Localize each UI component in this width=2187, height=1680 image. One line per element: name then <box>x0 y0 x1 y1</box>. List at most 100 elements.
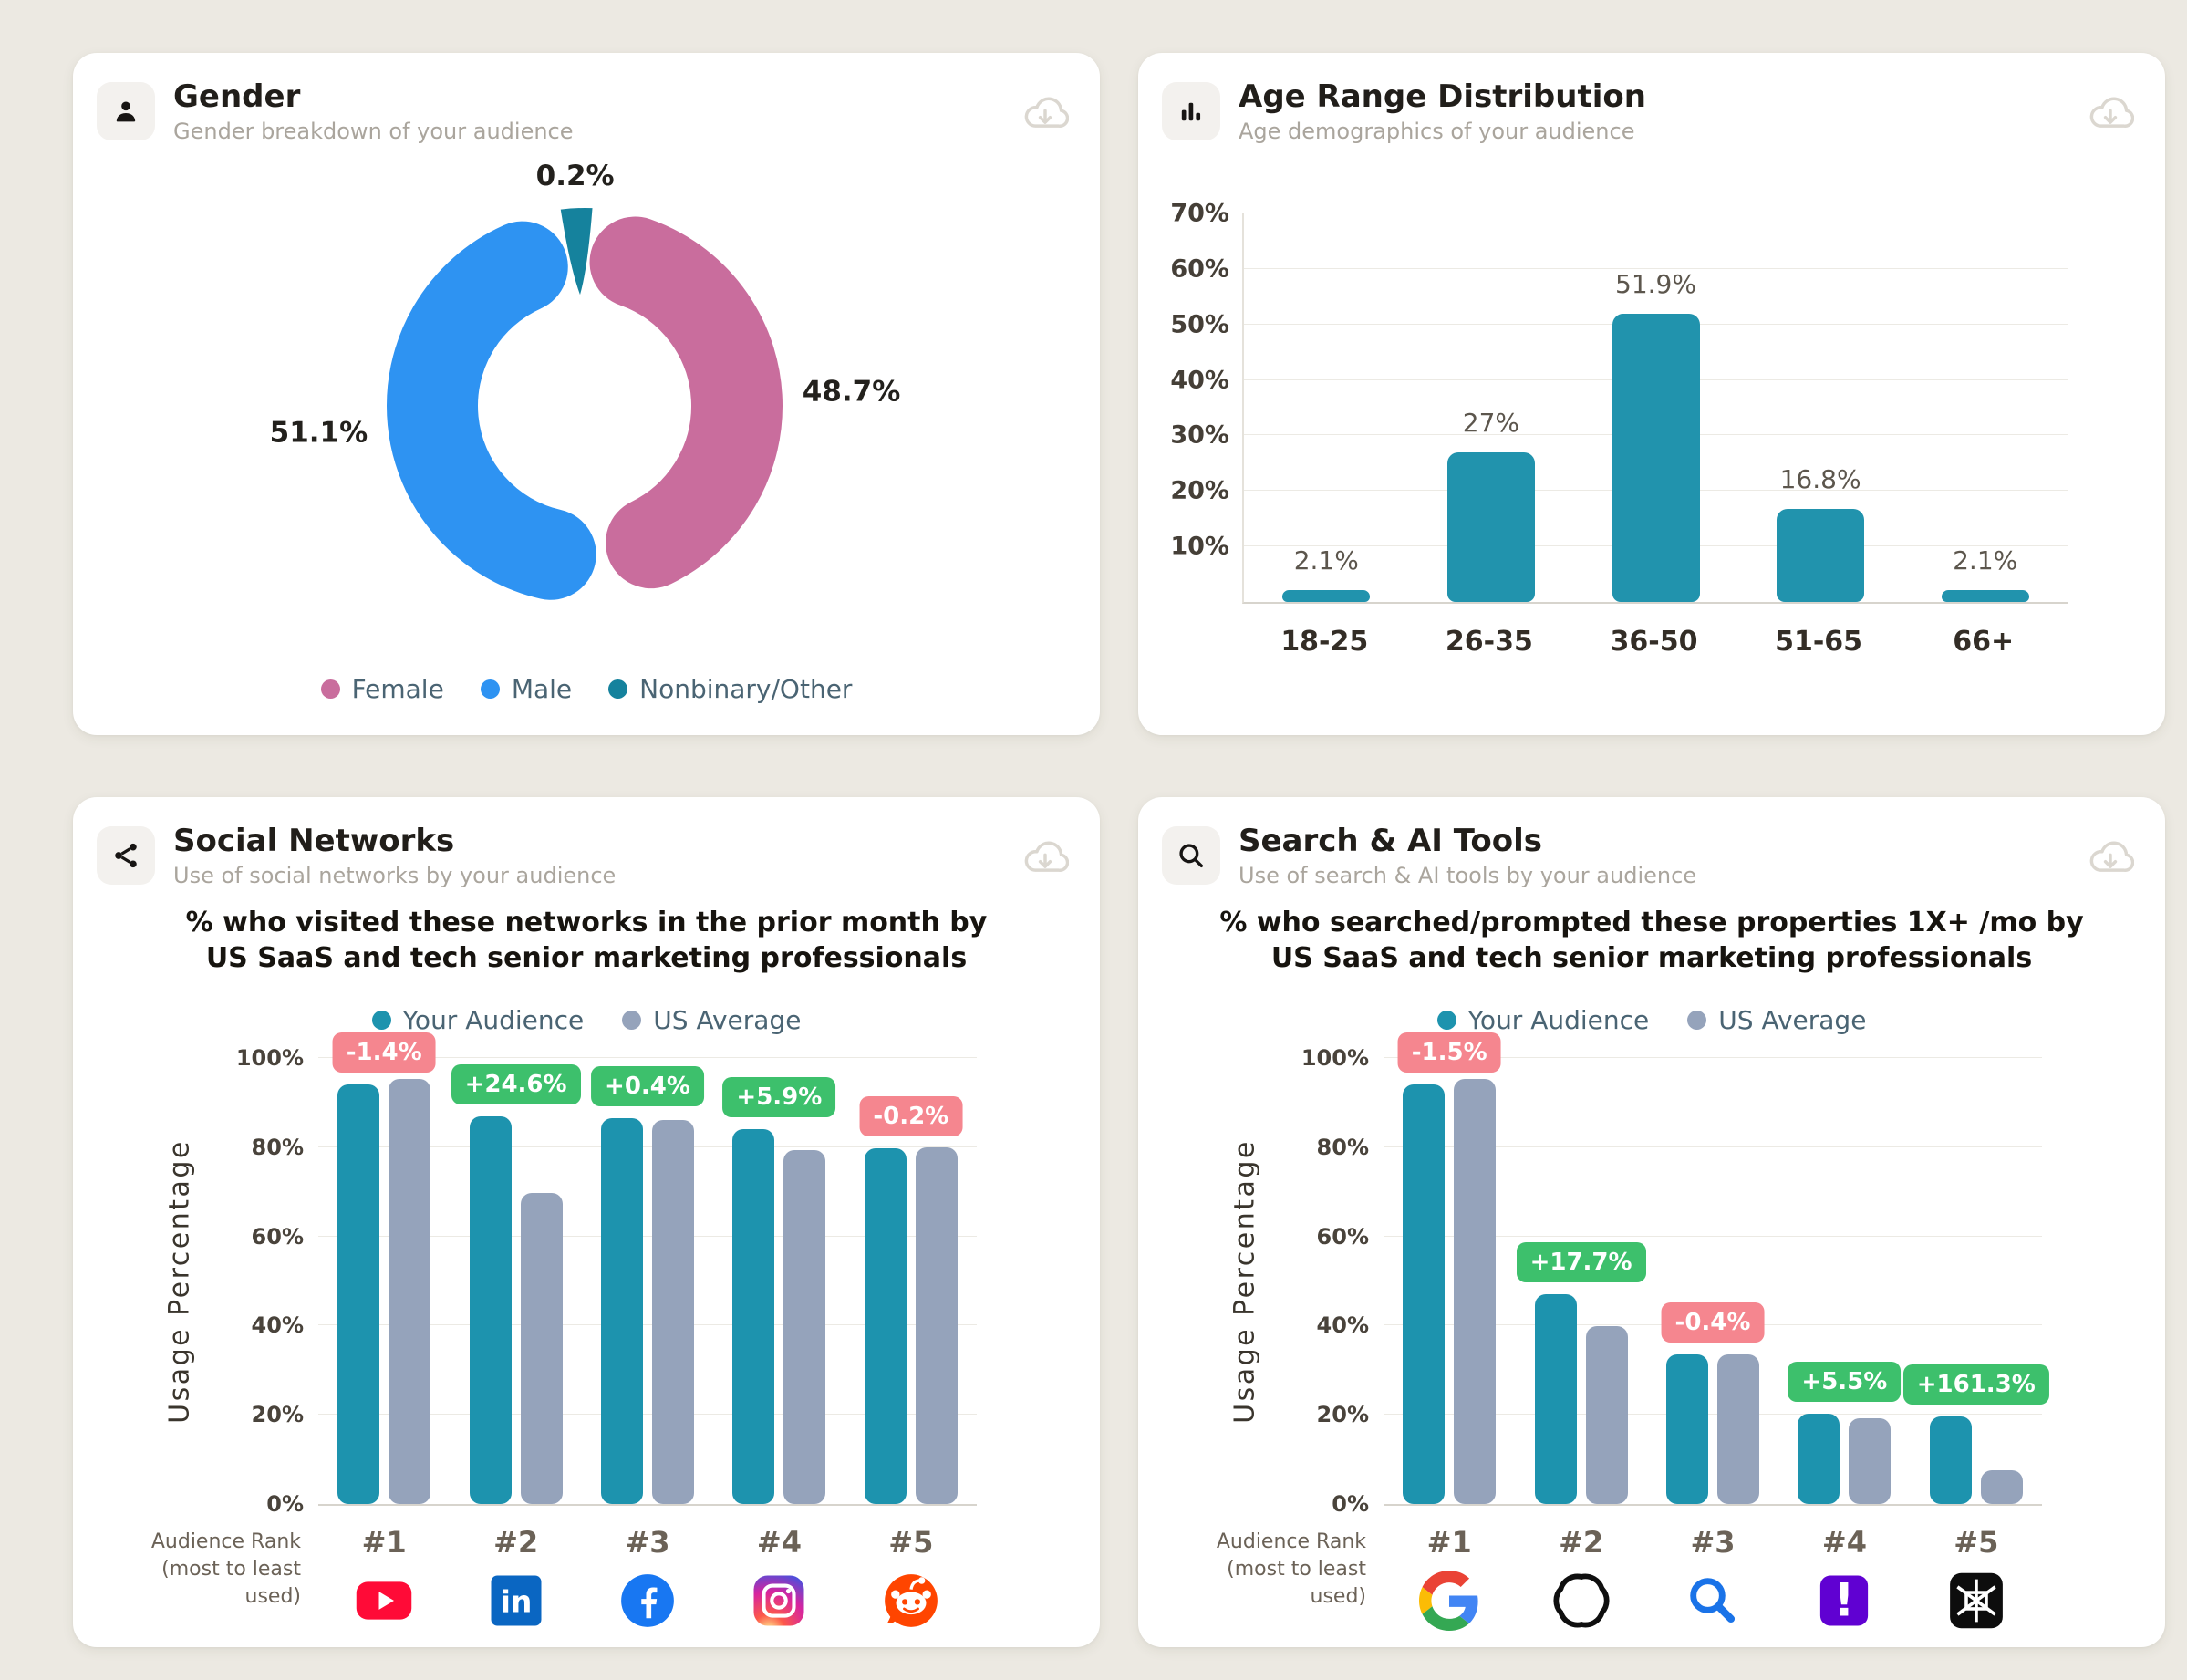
x-axis-slot: #2 <box>1515 1525 1646 1631</box>
bar-group: -1.5% <box>1384 1032 1515 1504</box>
perplexity-icon <box>1946 1571 2006 1631</box>
x-axis-slot: #4! <box>1778 1525 1910 1631</box>
rank-label: #4 <box>1821 1525 1867 1560</box>
legend-item[interactable]: US Average <box>622 1005 801 1035</box>
download-icon[interactable] <box>2085 88 2136 139</box>
legend-dot <box>1436 1011 1456 1030</box>
x-axis-slot: #3 <box>1647 1525 1778 1631</box>
bar-your-audience <box>1534 1294 1577 1504</box>
delta-badge: +5.5% <box>1788 1361 1902 1402</box>
bar-your-audience <box>864 1147 907 1504</box>
legend-dot <box>371 1011 391 1030</box>
chart-legend: Your Audience US Average <box>73 1005 1100 1035</box>
y-tick-label: 10% <box>1170 532 1229 561</box>
y-tick-label: 20% <box>251 1402 304 1428</box>
legend-item[interactable]: Nonbinary/Other <box>608 674 852 704</box>
bar-value-label: 27% <box>1462 407 1519 438</box>
y-tick-label: 0% <box>266 1491 304 1517</box>
card-subtitle: Age demographics of your audience <box>1239 119 1635 144</box>
youtube-icon <box>354 1571 414 1631</box>
rank-label: #4 <box>756 1525 802 1560</box>
bar-value-label: 51.9% <box>1615 269 1696 300</box>
y-tick-label: 40% <box>1170 366 1229 395</box>
x-tick-label: 51-65 <box>1775 626 1863 658</box>
gridline <box>1384 1235 2042 1237</box>
gridline <box>318 1235 977 1237</box>
y-tick-label: 70% <box>1170 199 1229 228</box>
bar-group: +5.5% <box>1778 1058 1910 1504</box>
donut-segment <box>387 221 596 600</box>
legend-item[interactable]: Your Audience <box>1436 1005 1649 1035</box>
y-tick-label: 80% <box>1316 1134 1369 1160</box>
y-tick-label: 100% <box>235 1045 304 1071</box>
card-header: Gender Gender breakdown of your audience <box>97 78 574 144</box>
y-tick-label: 30% <box>1170 420 1229 450</box>
bar-us-average <box>389 1078 431 1504</box>
rank-label: #3 <box>1690 1525 1736 1560</box>
bar-us-average <box>1454 1078 1497 1504</box>
download-icon[interactable] <box>1020 88 1071 139</box>
bar-your-audience <box>1403 1084 1446 1504</box>
donut-value-label: 51.1% <box>270 417 368 450</box>
y-axis-label: Usage Percentage <box>163 1138 196 1424</box>
legend-label: US Average <box>1718 1005 1867 1035</box>
y-tick-label: 40% <box>251 1312 304 1339</box>
bar-value-label: 2.1% <box>1293 545 1359 576</box>
magnifier-blue-icon <box>1683 1571 1743 1631</box>
person-icon <box>97 82 155 140</box>
donut-value-label: 0.2% <box>536 160 615 192</box>
legend-label: Your Audience <box>402 1005 585 1035</box>
bar-group: -0.2% <box>845 1058 977 1504</box>
y-tick-label: 20% <box>1316 1402 1369 1428</box>
x-axis-label: Audience Rank (most to least used) <box>1216 1530 1366 1608</box>
y-tick-label: 80% <box>251 1134 304 1160</box>
y-tick-label: 100% <box>1301 1045 1369 1071</box>
rank-label: #2 <box>493 1525 539 1560</box>
card-subtitle: Use of search & AI tools by your audienc… <box>1239 863 1697 888</box>
gender-donut-chart: 48.7% 51.1% 0.2% <box>270 160 900 600</box>
social-networks-card: Social Networks Use of social networks b… <box>73 797 1100 1647</box>
card-header: Age Range Distribution Age demographics … <box>1162 78 1646 144</box>
gridline <box>318 1414 977 1416</box>
age-range-card: Age Range Distribution Age demographics … <box>1138 53 2165 735</box>
y-tick-label: 50% <box>1170 310 1229 339</box>
card-header: Search & AI Tools Use of search & AI too… <box>1162 823 1696 888</box>
bar-your-audience <box>600 1118 643 1504</box>
download-icon[interactable] <box>1020 832 1071 883</box>
x-axis-slot: #4 <box>713 1525 845 1631</box>
bar-us-average <box>915 1146 958 1504</box>
y-tick-label: 0% <box>1332 1491 1369 1517</box>
search-x-axis: #1 #2 #3 #4! #5 <box>1384 1525 2042 1631</box>
donut-segment <box>560 208 593 296</box>
legend-item[interactable]: Male <box>480 674 572 704</box>
bar-group: +0.4% <box>582 1058 713 1504</box>
svg-text:!: ! <box>1834 1574 1855 1627</box>
gridline <box>318 1057 977 1058</box>
search-ai-tools-card: Search & AI Tools Use of search & AI too… <box>1138 797 2165 1647</box>
card-title: Search & AI Tools <box>1239 823 1543 859</box>
social-grouped-bar-chart: Usage Percentage 0% 20% 40% 60% 80% 100% -1.4%… <box>164 1032 977 1517</box>
gender-legend: Female Male Nonbinary/Other <box>73 674 1100 704</box>
x-axis-label: Audience Rank (most to least used) <box>150 1530 301 1608</box>
rank-label: #5 <box>888 1525 934 1560</box>
legend-item[interactable]: Female <box>320 674 444 704</box>
legend-label: US Average <box>653 1005 802 1035</box>
bar-your-audience <box>1929 1416 1972 1504</box>
rank-label: #2 <box>1559 1525 1604 1560</box>
gridline <box>1384 1414 2042 1416</box>
download-icon[interactable] <box>2085 832 2136 883</box>
y-tick-label: 60% <box>1170 254 1229 284</box>
delta-badge: +17.7% <box>1516 1242 1646 1283</box>
legend-label: Nonbinary/Other <box>639 674 853 704</box>
age-x-axis: 18-25 26-35 36-50 51-65 66+ <box>1242 626 2066 658</box>
x-axis-slot: #1 <box>1384 1525 1515 1631</box>
legend-dot <box>608 679 628 699</box>
bar-group: +17.7% <box>1515 1058 1646 1504</box>
instagram-icon <box>749 1571 809 1631</box>
legend-item[interactable]: US Average <box>1687 1005 1866 1035</box>
bar-group: +161.3% <box>1902 1058 2049 1504</box>
x-tick-label: 66+ <box>1953 626 2015 658</box>
card-subtitle: Use of social networks by your audience <box>173 863 617 888</box>
legend-item[interactable]: Your Audience <box>371 1005 585 1035</box>
x-tick-label: 26-35 <box>1445 626 1533 658</box>
